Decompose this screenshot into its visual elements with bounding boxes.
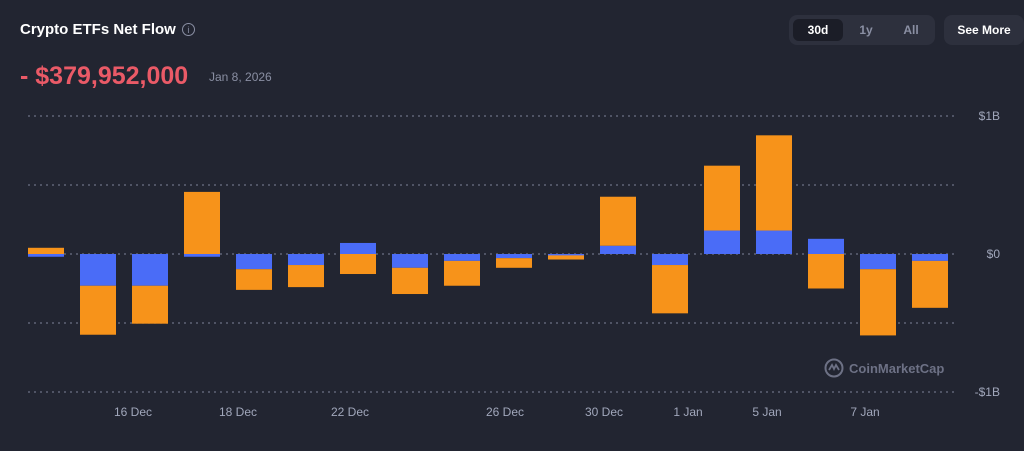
x-tick-label: 7 Jan: [850, 405, 879, 419]
y-tick-label: $1B: [979, 109, 1000, 123]
watermark-text: CoinMarketCap: [849, 360, 945, 376]
bar-segment: [912, 260, 948, 308]
coinmarketcap-logo-icon: [824, 358, 844, 378]
bar-segment: [704, 165, 740, 231]
bar-segment: [548, 255, 584, 260]
see-more-button[interactable]: See More: [944, 15, 1024, 45]
x-tick-label: 30 Dec: [585, 405, 623, 419]
range-1y[interactable]: 1y: [859, 23, 873, 37]
bar-segment: [132, 285, 168, 324]
watermark: CoinMarketCap: [824, 358, 944, 378]
y-tick-label: -$1B: [975, 385, 1000, 399]
bar-segment: [496, 254, 532, 259]
bar-segment: [652, 265, 688, 314]
bar-segment: [28, 247, 64, 254]
value-date: Jan 8, 2026: [209, 70, 272, 84]
bar-segment: [496, 258, 532, 268]
bar-segment: [444, 260, 480, 286]
bar-segment: [288, 254, 324, 266]
bar-segment: [756, 135, 792, 231]
x-tick-label: 18 Dec: [219, 405, 257, 419]
bar-segment: [132, 254, 168, 286]
x-tick-label: 16 Dec: [114, 405, 152, 419]
bar-segment: [704, 230, 740, 254]
bar-segment: [600, 245, 636, 254]
x-tick-label: 26 Dec: [486, 405, 524, 419]
bar-segment: [860, 269, 896, 336]
bar-segment: [80, 285, 116, 335]
info-icon[interactable]: i: [181, 23, 195, 36]
bar-segment: [808, 254, 844, 289]
y-tick-label: $0: [987, 247, 1001, 261]
bar-segment: [756, 230, 792, 254]
bar-segment: [808, 238, 844, 254]
bar-segment: [80, 254, 116, 286]
chart-title: Crypto ETFs Net Flow i: [20, 21, 195, 38]
range-30d[interactable]: 30d: [793, 19, 843, 41]
bar-segment: [392, 267, 428, 295]
bar-segment: [184, 254, 220, 257]
bar-segment: [236, 269, 272, 290]
bar-segment: [236, 254, 272, 270]
bar-segment: [600, 196, 636, 246]
bar-segment: [912, 254, 948, 261]
bar-segment: [288, 265, 324, 288]
bar-segment: [548, 254, 584, 256]
net-flow-value: - $379,952,000: [20, 62, 189, 90]
bar-segment: [28, 254, 64, 257]
bar-segment: [652, 254, 688, 266]
x-tick-label: 1 Jan: [673, 405, 702, 419]
bar-segment: [444, 254, 480, 261]
bar-segment: [340, 254, 376, 275]
x-tick-label: 22 Dec: [331, 405, 369, 419]
bar-segment: [340, 242, 376, 254]
bar-segment: [860, 254, 896, 270]
title-text: Crypto ETFs Net Flow: [20, 21, 176, 38]
bar-segment: [392, 254, 428, 268]
bar-segment: [184, 191, 220, 254]
range-all[interactable]: All: [903, 23, 919, 37]
x-tick-label: 5 Jan: [752, 405, 781, 419]
range-selector: 30d 1y All: [789, 15, 935, 45]
